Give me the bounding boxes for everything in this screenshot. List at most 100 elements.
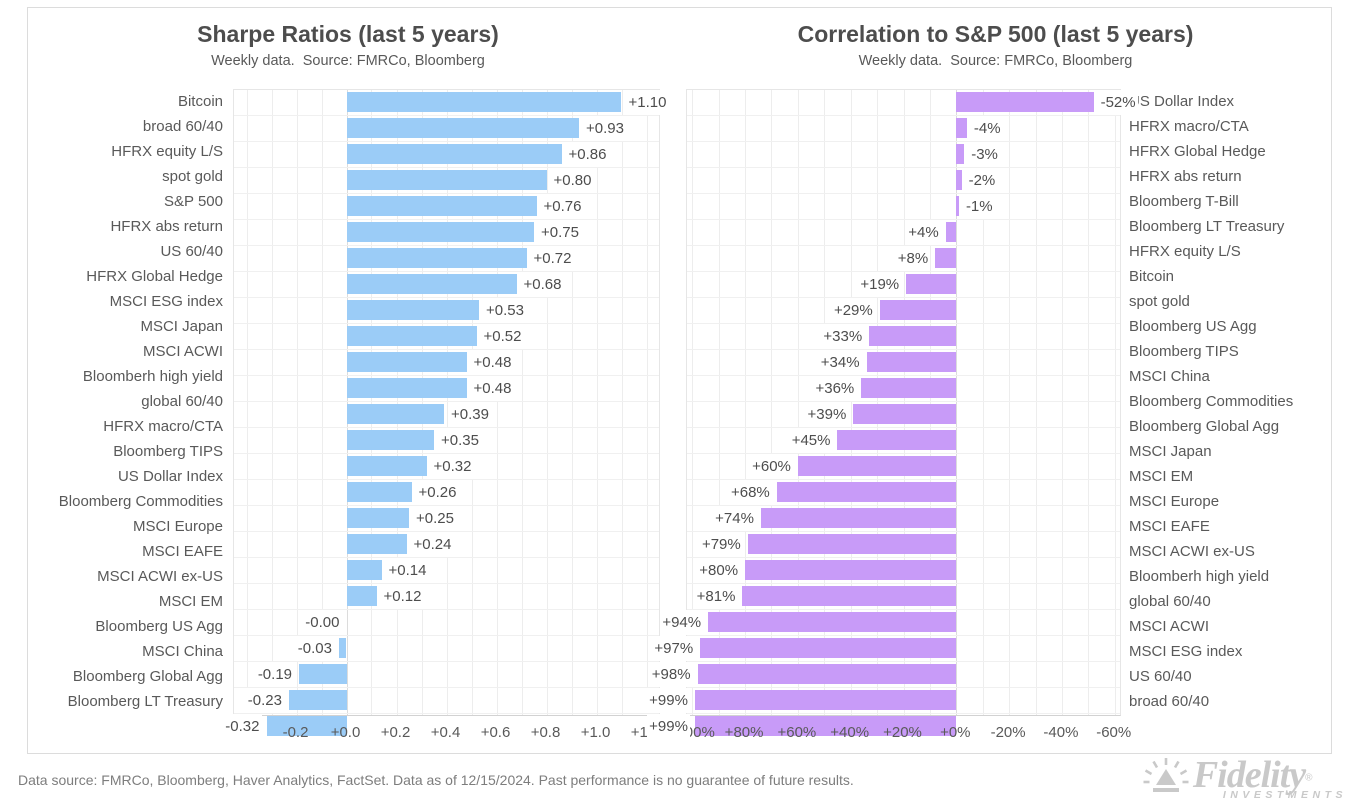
bar — [346, 560, 382, 580]
category-label: MSCI China — [1129, 368, 1210, 385]
bar — [694, 716, 957, 736]
category-label: MSCI Japan — [1129, 443, 1212, 460]
bar — [745, 560, 957, 580]
registered-mark: ® — [1305, 772, 1313, 784]
value-label: +0.53 — [484, 298, 526, 323]
value-label: -0.03 — [295, 636, 334, 661]
gridline — [246, 90, 248, 715]
bar-row: +4% — [687, 220, 1120, 246]
category-label: MSCI Japan — [140, 318, 223, 335]
value-label: +80% — [697, 558, 741, 583]
bar-row: +0.75 — [234, 220, 659, 246]
category-label: HFRX macro/CTA — [103, 418, 223, 435]
bar — [289, 690, 347, 710]
value-label: +0.72 — [531, 246, 574, 271]
bar — [866, 352, 957, 372]
value-label: -0.32 — [223, 714, 262, 739]
category-label: MSCI Europe — [1129, 493, 1220, 510]
category-label: Bloomberg T-Bill — [1129, 193, 1239, 210]
category-label: Bloomberh high yield — [82, 368, 223, 385]
bar-row: +45% — [687, 428, 1120, 454]
gridline — [571, 90, 573, 715]
value-label: +4% — [906, 220, 941, 245]
category-label: HFRX Global Hedge — [86, 268, 223, 285]
bar — [945, 222, 957, 242]
bar-row: +0.68 — [234, 272, 659, 298]
bar — [906, 274, 957, 294]
bar-row: +0.25 — [234, 506, 659, 532]
bar — [346, 274, 517, 294]
bar-row: -0.19 — [234, 662, 659, 688]
gridline — [371, 90, 373, 715]
bar-row: +0.48 — [234, 350, 659, 376]
bar — [346, 300, 479, 320]
bar — [346, 118, 579, 138]
bar — [742, 586, 957, 606]
x-axis-tick: +0.6 — [480, 724, 511, 741]
bar — [299, 664, 347, 684]
bar-row: +0.93 — [234, 116, 659, 142]
x-axis-tick: +0.8 — [530, 724, 561, 741]
bar — [346, 456, 427, 476]
fidelity-logo: Fidelity® INVESTMENTS — [1143, 756, 1347, 802]
bar-row: +19% — [687, 272, 1120, 298]
bar-row: +8% — [687, 246, 1120, 272]
value-label: +45% — [789, 428, 833, 453]
value-label: +0.93 — [583, 116, 626, 141]
category-label: MSCI ESG index — [1129, 643, 1243, 660]
bar — [837, 430, 957, 450]
gridline — [271, 90, 273, 715]
bar-row: +74% — [687, 506, 1120, 532]
value-label: +29% — [831, 298, 875, 323]
bar-row: +39% — [687, 402, 1120, 428]
bar-row: -2% — [687, 168, 1120, 194]
gridline — [692, 90, 694, 715]
category-label: MSCI China — [142, 643, 223, 660]
bar-row: +68% — [687, 480, 1120, 506]
category-label: Bloomberh high yield — [1129, 568, 1270, 585]
bar — [346, 482, 412, 502]
zero-line — [956, 90, 958, 715]
value-label: +0.76 — [541, 194, 584, 219]
x-axis-tick: +0.0 — [330, 724, 361, 741]
x-axis-tick: -60% — [1096, 724, 1132, 741]
x-axis-tick: +80% — [724, 724, 764, 741]
category-column: Bitcoin broad 60/40 HFRX equity L/S spot go… — [28, 89, 223, 714]
value-label: +74% — [713, 506, 756, 531]
category-label: MSCI ACWI — [142, 343, 223, 360]
category-label: MSCI EM — [158, 593, 223, 610]
value-label: +8% — [895, 246, 931, 271]
bar — [747, 534, 957, 554]
bar-row: +36% — [687, 376, 1120, 402]
bar-row: +0.26 — [234, 480, 659, 506]
bar — [861, 378, 957, 398]
bar-row: +97% — [652, 636, 1120, 662]
category-label: Bloomberg Global Agg — [1129, 418, 1280, 435]
value-label: +0.68 — [521, 272, 564, 297]
bar — [935, 248, 957, 268]
x-axis-tick: +40% — [830, 724, 870, 741]
value-label: +0.39 — [449, 402, 491, 427]
bar — [346, 222, 534, 242]
category-label: US Dollar Index — [1129, 93, 1235, 110]
fidelity-investments-text: INVESTMENTS — [1222, 789, 1347, 801]
value-label: +79% — [699, 532, 743, 557]
bar — [797, 456, 957, 476]
bar-row: +0.76 — [234, 194, 659, 220]
x-axis: -0.4-0.2+0.0+0.2+0.4+0.6+0.8+1.0+1.2 — [233, 724, 661, 746]
x-axis-tick: -0.2 — [282, 724, 309, 741]
category-label: US 60/40 — [160, 243, 223, 260]
category-label: Bloomberg LT Treasury — [1129, 218, 1285, 235]
value-label: +36% — [813, 376, 857, 401]
bar-row: +94% — [660, 610, 1120, 636]
x-axis-tick: +1.0 — [580, 724, 611, 741]
chart-title: Sharpe Ratios (last 5 years) — [197, 21, 499, 47]
value-label: +0.48 — [471, 376, 514, 401]
value-label: +0.25 — [414, 506, 456, 531]
category-label: Bloomberg US Agg — [95, 618, 223, 635]
value-label: +81% — [694, 584, 738, 609]
gridline — [446, 90, 448, 715]
x-axis-tick: +20% — [883, 724, 922, 741]
value-label: +0.14 — [386, 558, 429, 583]
value-label: +1.10 — [626, 90, 669, 115]
